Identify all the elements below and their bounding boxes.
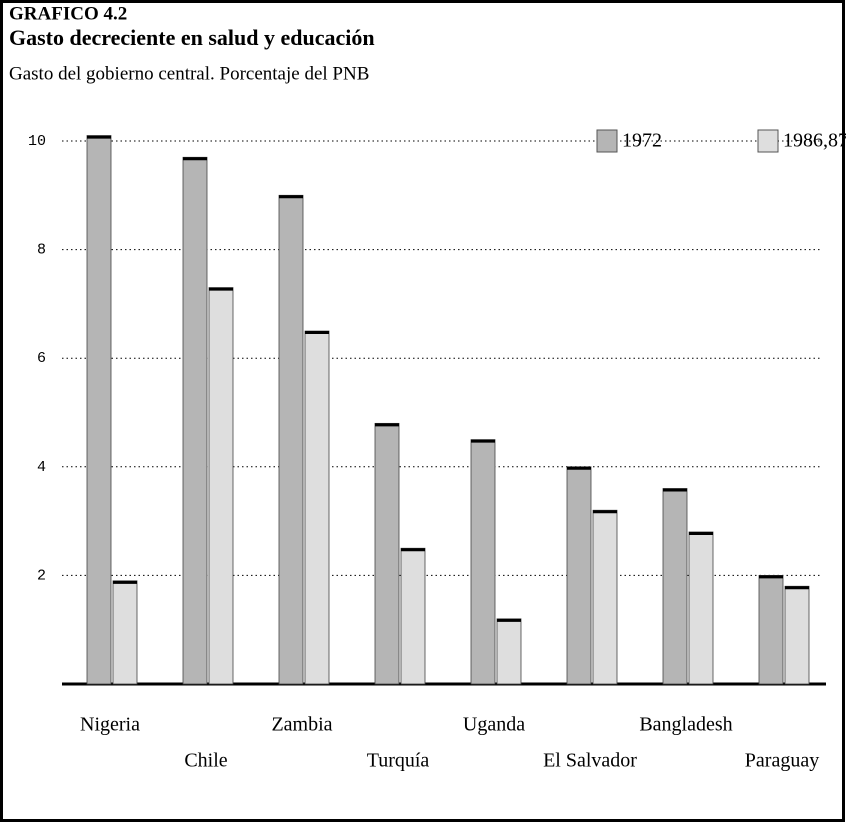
bar: [470, 439, 496, 685]
y-tick-label: 4: [37, 459, 46, 476]
bar: [758, 575, 784, 685]
legend-label: 1986,87: [783, 130, 846, 152]
legend-swatch: [596, 129, 618, 153]
x-tick-label: Turquía: [367, 750, 430, 772]
legend-label: 1972: [622, 130, 662, 152]
x-tick-label: El Salvador: [543, 750, 637, 772]
bar: [208, 287, 234, 685]
bar: [400, 547, 426, 685]
bar: [304, 330, 330, 685]
x-tick-label: Uganda: [463, 714, 525, 736]
bar: [112, 580, 138, 685]
bar: [784, 585, 810, 685]
bar: [278, 194, 304, 685]
legend-swatch: [757, 129, 779, 153]
y-tick-label: 6: [37, 350, 46, 367]
bar: [566, 466, 592, 685]
x-tick-label: Paraguay: [745, 750, 819, 772]
bar: [496, 618, 522, 685]
y-tick-label: 8: [37, 242, 46, 259]
x-tick-label: Bangladesh: [639, 714, 732, 736]
x-tick-label: Nigeria: [80, 714, 140, 736]
bar: [86, 135, 112, 685]
bar: [688, 531, 714, 685]
y-axis-label: Gasto del gobierno central. Porcentaje d…: [9, 63, 369, 84]
bar: [374, 422, 400, 685]
chart-subtitle: Gasto decreciente en salud y educación: [9, 25, 375, 50]
bar: [662, 488, 688, 685]
y-tick-label: 10: [28, 133, 46, 150]
chart-title: GRAFICO 4.2: [9, 3, 127, 24]
x-tick-label: Zambia: [271, 714, 332, 736]
y-tick-label: 2: [37, 567, 46, 584]
bar: [182, 156, 208, 685]
x-tick-label: Chile: [184, 750, 227, 772]
bar: [592, 509, 618, 685]
